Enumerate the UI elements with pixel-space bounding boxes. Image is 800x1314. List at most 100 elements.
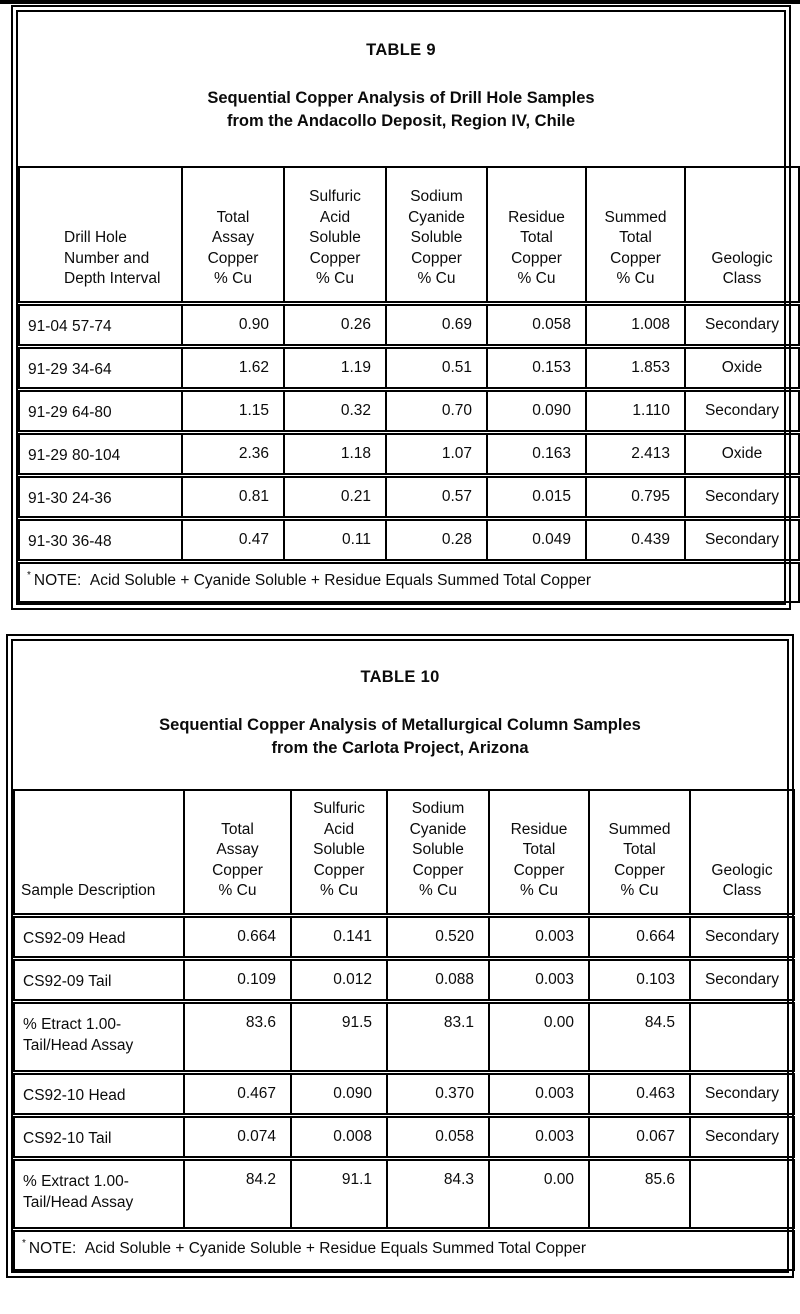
cell-total-assay: 0.90	[181, 300, 285, 349]
table10-title: TABLE 10	[360, 668, 440, 686]
cell-total-assay: 0.47	[181, 515, 285, 564]
cell-summed-total: 84.5	[588, 998, 691, 1075]
cell-summed-total: 0.103	[588, 955, 691, 1004]
col-header-residue-total: Residue Total Copper % Cu	[486, 166, 587, 304]
cell-total-assay: 2.36	[181, 429, 285, 478]
note-asterisk: *	[22, 1238, 26, 1250]
table-row: CS92-10 Head 0.467 0.090 0.370 0.003 0.4…	[13, 1069, 795, 1118]
cell-residue-total: 0.00	[488, 998, 590, 1075]
cell-geologic-class: Secondary	[684, 515, 800, 564]
note-text: NOTE: Acid Soluble + Cyanide Soluble + R…	[33, 571, 592, 589]
note-text: NOTE: Acid Soluble + Cyanide Soluble + R…	[28, 1239, 587, 1257]
table9-note: * NOTE: Acid Soluble + Cyanide Soluble + …	[18, 560, 800, 603]
cell-sodium-cyanide: 0.57	[385, 472, 488, 521]
table9-subtitle: Sequential Copper Analysis of Drill Hole…	[207, 89, 595, 130]
cell-geologic-class: Secondary	[689, 955, 795, 1004]
cell-summed-total: 2.413	[585, 429, 686, 478]
table10-header-row: Sample Description Total Assay Copper % …	[13, 789, 795, 916]
cell-geologic-class: Secondary	[684, 386, 800, 435]
cell-summed-total: 0.067	[588, 1112, 691, 1161]
cell-sodium-cyanide: 0.51	[385, 343, 488, 392]
cell-sulfuric-acid: 0.141	[290, 912, 388, 961]
cell-sodium-cyanide: 0.370	[386, 1069, 490, 1118]
cell-summed-total: 1.853	[585, 343, 686, 392]
table-row: 91-29 64-80 1.15 0.32 0.70 0.090 1.110 S…	[18, 386, 800, 435]
cell-sulfuric-acid: 91.1	[290, 1155, 388, 1232]
cell-sodium-cyanide: 0.69	[385, 300, 488, 349]
cell-drill-hole: 91-29 64-80	[18, 386, 183, 435]
col-header-residue-total: Residue Total Copper % Cu	[488, 789, 590, 916]
col-header-total-assay: Total Assay Copper % Cu	[183, 789, 292, 916]
table10-frame-inner: TABLE 10 Sequential Copper Analysis of M…	[11, 639, 795, 1273]
cell-drill-hole: 91-30 36-48	[18, 515, 183, 564]
cell-summed-total: 0.439	[585, 515, 686, 564]
cell-residue-total: 0.163	[486, 429, 587, 478]
cell-sodium-cyanide: 0.70	[385, 386, 488, 435]
cell-sample-description: CS92-09 Head	[13, 912, 185, 961]
table9: Drill Hole Number and Depth Interval Tot…	[18, 166, 800, 603]
cell-summed-total: 0.463	[588, 1069, 691, 1118]
cell-residue-total: 0.058	[486, 300, 587, 349]
cell-geologic-class: Oxide	[684, 429, 800, 478]
cell-sodium-cyanide: 83.1	[386, 998, 490, 1075]
cell-total-assay: 84.2	[183, 1155, 292, 1232]
cell-geologic-class: Secondary	[684, 300, 800, 349]
col-header-sample-description: Sample Description	[13, 789, 185, 916]
cell-sample-description: % Extract 1.00- Tail/Head Assay	[13, 1155, 185, 1232]
table9-frame-inner: TABLE 9 Sequential Copper Analysis of Dr…	[16, 10, 800, 605]
cell-total-assay: 0.664	[183, 912, 292, 961]
cell-sodium-cyanide: 0.28	[385, 515, 488, 564]
cell-sulfuric-acid: 0.008	[290, 1112, 388, 1161]
cell-geologic-class: Secondary	[689, 912, 795, 961]
cell-geologic-class	[689, 1155, 795, 1232]
cell-total-assay: 0.074	[183, 1112, 292, 1161]
col-header-geologic-class: Geologic Class	[689, 789, 795, 916]
cell-drill-hole: 91-29 80-104	[18, 429, 183, 478]
cell-residue-total: 0.003	[488, 912, 590, 961]
table-row: % Etract 1.00- Tail/Head Assay 83.6 91.5…	[13, 998, 795, 1075]
cell-total-assay: 1.62	[181, 343, 285, 392]
cell-sulfuric-acid: 0.32	[283, 386, 387, 435]
cell-geologic-class: Secondary	[689, 1112, 795, 1161]
table9-note-row: * NOTE: Acid Soluble + Cyanide Soluble + …	[18, 560, 800, 603]
cell-residue-total: 0.003	[488, 1069, 590, 1118]
cell-total-assay: 0.467	[183, 1069, 292, 1118]
table-row: 91-30 36-48 0.47 0.11 0.28 0.049 0.439 S…	[18, 515, 800, 564]
cell-residue-total: 0.153	[486, 343, 587, 392]
cell-residue-total: 0.090	[486, 386, 587, 435]
cell-summed-total: 85.6	[588, 1155, 691, 1232]
cell-drill-hole: 91-30 24-36	[18, 472, 183, 521]
col-header-sulfuric-acid: Sulfuric Acid Soluble Copper % Cu	[283, 166, 387, 304]
cell-summed-total: 1.110	[585, 386, 686, 435]
cell-sodium-cyanide: 0.058	[386, 1112, 490, 1161]
cell-sulfuric-acid: 1.19	[283, 343, 387, 392]
cell-sample-description: CS92-10 Head	[13, 1069, 185, 1118]
cell-sulfuric-acid: 0.012	[290, 955, 388, 1004]
col-header-drill-hole: Drill Hole Number and Depth Interval	[18, 166, 183, 304]
table10-frame: TABLE 10 Sequential Copper Analysis of M…	[6, 634, 795, 1278]
table-row: 91-29 80-104 2.36 1.18 1.07 0.163 2.413 …	[18, 429, 800, 478]
cell-sulfuric-acid: 91.5	[290, 998, 388, 1075]
cell-residue-total: 0.015	[486, 472, 587, 521]
cell-sample-description: CS92-09 Tail	[13, 955, 185, 1004]
cell-sample-description: % Etract 1.00- Tail/Head Assay	[13, 998, 185, 1075]
cell-residue-total: 0.049	[486, 515, 587, 564]
col-header-summed-total: Summed Total Copper % Cu	[588, 789, 691, 916]
cell-summed-total: 0.795	[585, 472, 686, 521]
page-top-rule	[0, 0, 800, 4]
cell-geologic-class: Oxide	[684, 343, 800, 392]
cell-total-assay: 83.6	[183, 998, 292, 1075]
cell-residue-total: 0.00	[488, 1155, 590, 1232]
table-row: CS92-10 Tail 0.074 0.008 0.058 0.003 0.0…	[13, 1112, 795, 1161]
table10: Sample Description Total Assay Copper % …	[13, 789, 795, 1271]
table10-note: * NOTE: Acid Soluble + Cyanide Soluble + …	[13, 1228, 795, 1271]
cell-drill-hole: 91-29 34-64	[18, 343, 183, 392]
cell-sulfuric-acid: 1.18	[283, 429, 387, 478]
table9-title-block: TABLE 9 Sequential Copper Analysis of Dr…	[18, 12, 784, 166]
table9-title: TABLE 9	[366, 41, 436, 59]
col-header-geologic-class: Geologic Class	[684, 166, 800, 304]
cell-total-assay: 1.15	[181, 386, 285, 435]
note-asterisk: *	[27, 570, 31, 582]
cell-sample-description: CS92-10 Tail	[13, 1112, 185, 1161]
cell-sodium-cyanide: 0.088	[386, 955, 490, 1004]
